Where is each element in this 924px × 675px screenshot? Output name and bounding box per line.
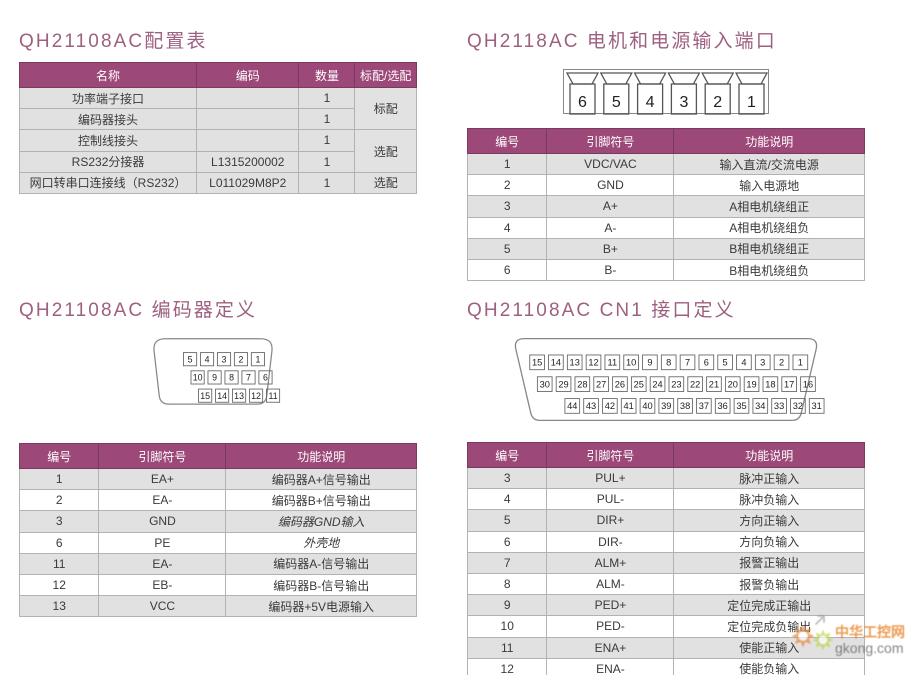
svg-text:7: 7 [246,373,251,383]
svg-text:14: 14 [551,358,561,368]
svg-text:26: 26 [615,379,625,389]
svg-text:15: 15 [532,358,542,368]
svg-text:20: 20 [728,379,738,389]
svg-text:12: 12 [251,391,261,401]
svg-text:4: 4 [741,358,746,368]
svg-text:1: 1 [798,358,803,368]
svg-text:12: 12 [588,358,598,368]
svg-text:1: 1 [747,94,756,111]
svg-text:中华工控网: 中华工控网 [835,624,905,640]
svg-text:9: 9 [647,358,652,368]
svg-text:33: 33 [774,401,784,411]
svg-text:42: 42 [605,401,615,411]
svg-text:10: 10 [626,358,636,368]
svg-text:28: 28 [577,379,587,389]
svg-text:5: 5 [612,94,621,111]
svg-text:10: 10 [193,373,203,383]
svg-text:43: 43 [586,401,596,411]
svg-text:5: 5 [723,358,728,368]
svg-text:17: 17 [784,379,794,389]
svg-text:27: 27 [596,379,606,389]
svg-text:2: 2 [713,94,722,111]
svg-text:40: 40 [642,401,652,411]
svg-text:2: 2 [779,358,784,368]
svg-text:21: 21 [709,379,719,389]
svg-text:19: 19 [746,379,756,389]
svg-text:39: 39 [661,401,671,411]
svg-text:7: 7 [685,358,690,368]
svg-text:11: 11 [268,391,277,401]
svg-text:36: 36 [718,401,728,411]
svg-text:29: 29 [558,379,568,389]
svg-text:6: 6 [578,94,587,111]
svg-text:6: 6 [704,358,709,368]
svg-text:31: 31 [812,401,822,411]
svg-text:4: 4 [646,94,655,111]
svg-text:3: 3 [760,358,765,368]
svg-text:30: 30 [540,379,550,389]
svg-text:11: 11 [608,358,618,368]
svg-text:38: 38 [680,401,690,411]
svg-text:9: 9 [212,373,217,383]
svg-text:14: 14 [217,391,227,401]
svg-text:34: 34 [755,401,765,411]
svg-text:18: 18 [765,379,775,389]
svg-text:5: 5 [188,354,193,364]
svg-text:6: 6 [263,373,268,383]
svg-text:3: 3 [679,94,688,111]
svg-text:1: 1 [255,354,260,364]
svg-text:44: 44 [567,401,577,411]
svg-text:15: 15 [200,391,210,401]
svg-text:22: 22 [690,379,700,389]
svg-text:8: 8 [666,358,671,368]
svg-text:41: 41 [624,401,634,411]
svg-text:32: 32 [793,401,803,411]
svg-text:35: 35 [736,401,746,411]
svg-text:4: 4 [205,354,210,364]
svg-text:13: 13 [234,391,244,401]
svg-text:16: 16 [803,379,813,389]
svg-text:13: 13 [570,358,580,368]
svg-text:23: 23 [671,379,681,389]
svg-text:2: 2 [239,354,244,364]
svg-text:37: 37 [699,401,709,411]
svg-text:25: 25 [634,379,644,389]
svg-text:24: 24 [652,379,662,389]
svg-text:gkong.com: gkong.com [835,640,903,656]
svg-text:3: 3 [222,354,227,364]
svg-text:8: 8 [229,373,234,383]
